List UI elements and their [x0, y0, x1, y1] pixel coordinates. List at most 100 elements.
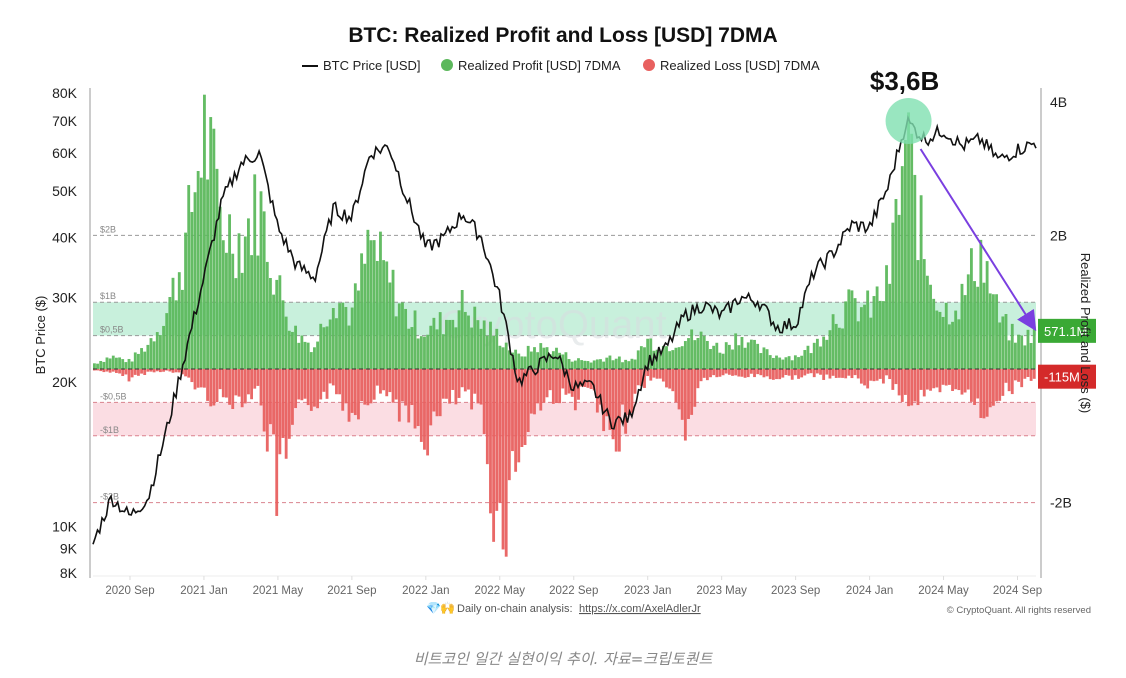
- profit-bar: [115, 357, 118, 369]
- profit-bar: [388, 282, 392, 369]
- loss-bar: [699, 369, 703, 382]
- profit-bar: [551, 351, 555, 369]
- loss-bar: [297, 369, 301, 400]
- profit-bar: [768, 355, 772, 369]
- loss-bar: [784, 369, 788, 375]
- profit-bar: [944, 302, 948, 369]
- legend-label-price: BTC Price [USD]: [323, 58, 421, 73]
- loss-bar: [338, 369, 342, 395]
- profit-bar: [649, 338, 653, 369]
- loss-bar: [146, 369, 150, 372]
- loss-bar: [627, 369, 631, 416]
- plot-area: $2B$1B$0,5B-$0,5B-$1B-$2B CryptoQuant $3…: [92, 66, 1037, 557]
- profit-bar: [841, 328, 844, 369]
- profit-bar: [781, 359, 785, 369]
- profit-bar: [325, 326, 329, 369]
- profit-bar: [844, 301, 848, 369]
- profit-bar: [445, 319, 448, 369]
- loss-bar: [284, 369, 288, 459]
- profit-bar: [771, 357, 775, 369]
- profit-bar: [743, 347, 747, 369]
- profit-bar: [168, 297, 172, 369]
- loss-bar: [303, 369, 307, 399]
- loss-bar: [966, 369, 970, 390]
- profit-bar: [1020, 335, 1024, 369]
- loss-bar: [401, 369, 404, 402]
- loss-bar: [756, 369, 760, 375]
- loss-bar: [844, 369, 848, 379]
- profit-bar: [221, 240, 225, 369]
- loss-bar: [746, 369, 750, 378]
- profit-bar: [690, 329, 694, 369]
- loss-bar: [360, 369, 364, 402]
- profit-bar: [130, 361, 134, 369]
- profit-bar: [778, 357, 782, 369]
- loss-bar: [847, 369, 851, 376]
- loss-bar: [369, 369, 373, 404]
- profit-bar: [580, 360, 584, 369]
- y-left-tick: 8K: [60, 565, 78, 581]
- profit-bar: [671, 350, 675, 369]
- profit-bar: [410, 327, 414, 369]
- loss-bar: [759, 369, 763, 376]
- profit-bar: [533, 347, 536, 369]
- loss-bar: [140, 369, 143, 374]
- profit-bar: [196, 170, 200, 369]
- profit-bar: [278, 275, 282, 369]
- loss-bar: [771, 369, 775, 380]
- loss-bar: [734, 369, 738, 376]
- loss-bar: [495, 369, 499, 511]
- profit-bar: [306, 342, 310, 369]
- loss-bar: [969, 369, 973, 402]
- loss-bar: [193, 369, 197, 390]
- loss-bar: [536, 369, 540, 404]
- profit-bar: [511, 352, 514, 369]
- loss-bar: [881, 369, 885, 384]
- loss-bar: [929, 369, 932, 391]
- loss-bar: [727, 369, 731, 375]
- loss-bar: [951, 369, 954, 391]
- profit-bar: [608, 355, 612, 369]
- profit-bar: [454, 327, 458, 369]
- loss-bar: [429, 369, 433, 426]
- loss-bar: [875, 369, 879, 381]
- profit-bar: [470, 327, 474, 369]
- loss-bar: [448, 369, 452, 404]
- loss-bar: [1010, 369, 1014, 395]
- loss-bar: [856, 369, 860, 379]
- loss-bar: [570, 369, 574, 397]
- profit-bar: [969, 248, 973, 369]
- loss-bar: [507, 369, 511, 481]
- profit-bar: [335, 318, 338, 369]
- profit-bar: [259, 191, 263, 369]
- loss-bar: [589, 369, 593, 390]
- profit-bar: [423, 336, 426, 369]
- loss-bar: [913, 369, 917, 402]
- loss-bar: [573, 369, 577, 411]
- y-left-tick: 20K: [52, 374, 78, 390]
- loss-bar: [467, 369, 470, 390]
- profit-bar: [1023, 345, 1027, 369]
- loss-bar: [1001, 369, 1005, 396]
- loss-bar: [652, 369, 656, 378]
- profit-bar: [426, 334, 430, 369]
- profit-bar: [394, 316, 398, 369]
- footer-link[interactable]: https://x.com/AxelAdlerJr: [579, 603, 701, 615]
- loss-bar: [231, 369, 235, 410]
- profit-bar: [102, 361, 106, 369]
- profit-bar: [212, 128, 216, 369]
- loss-bar: [932, 369, 936, 389]
- profit-bar: [253, 174, 257, 369]
- profit-value-badge: [1038, 318, 1096, 343]
- profit-bar: [133, 352, 137, 369]
- loss-bar: [152, 369, 156, 373]
- loss-bar: [325, 369, 329, 399]
- loss-bar: [489, 369, 492, 514]
- loss-bar: [391, 369, 395, 403]
- loss-bar: [124, 369, 128, 375]
- loss-bar: [108, 369, 112, 373]
- profit-bar: [485, 335, 489, 369]
- profit-bar: [375, 260, 379, 369]
- loss-bar: [187, 369, 191, 378]
- loss-bar: [99, 369, 103, 372]
